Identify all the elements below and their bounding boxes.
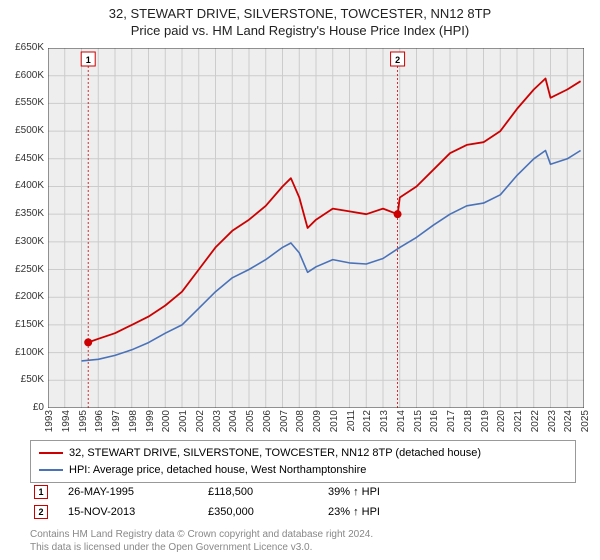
x-tick-label: 2024: [563, 410, 574, 438]
x-tick-label: 2017: [446, 410, 457, 438]
sale-price: £118,500: [208, 486, 308, 498]
legend-item: HPI: Average price, detached house, West…: [39, 462, 567, 479]
x-tick-label: 2023: [547, 410, 558, 438]
y-tick-label: £400K: [0, 180, 44, 191]
x-tick-label: 1994: [61, 410, 72, 438]
sale-pct: 39% ↑ HPI: [328, 486, 448, 498]
x-tick-label: 2007: [279, 410, 290, 438]
legend-item: 32, STEWART DRIVE, SILVERSTONE, TOWCESTE…: [39, 445, 567, 462]
y-tick-label: £500K: [0, 125, 44, 136]
attribution-line1: Contains HM Land Registry data © Crown c…: [30, 528, 576, 541]
y-tick-label: £250K: [0, 264, 44, 275]
x-tick-label: 2016: [429, 410, 440, 438]
y-tick-label: £200K: [0, 291, 44, 302]
title-line2: Price paid vs. HM Land Registry's House …: [0, 23, 600, 38]
sale-marker: 2: [34, 505, 48, 519]
y-tick-label: £100K: [0, 347, 44, 358]
x-tick-label: 1996: [94, 410, 105, 438]
sale-row: 1 26-MAY-1995 £118,500 39% ↑ HPI: [30, 482, 576, 502]
y-tick-label: £350K: [0, 208, 44, 219]
x-tick-label: 2003: [212, 410, 223, 438]
x-tick-label: 1997: [111, 410, 122, 438]
y-tick-label: £650K: [0, 42, 44, 53]
x-tick-label: 1993: [44, 410, 55, 438]
attribution: Contains HM Land Registry data © Crown c…: [30, 528, 576, 554]
legend-swatch: [39, 452, 63, 454]
attribution-line2: This data is licensed under the Open Gov…: [30, 541, 576, 554]
x-tick-label: 2002: [195, 410, 206, 438]
svg-text:2: 2: [395, 55, 400, 65]
x-tick-label: 2020: [496, 410, 507, 438]
legend: 32, STEWART DRIVE, SILVERSTONE, TOWCESTE…: [30, 440, 576, 483]
x-tick-label: 2013: [379, 410, 390, 438]
x-tick-label: 2019: [480, 410, 491, 438]
line-chart: 12: [48, 48, 584, 408]
y-tick-label: £50K: [0, 374, 44, 385]
sales-table: 1 26-MAY-1995 £118,500 39% ↑ HPI 2 15-NOV-201…: [30, 482, 576, 522]
x-tick-label: 2009: [312, 410, 323, 438]
x-tick-label: 1999: [145, 410, 156, 438]
x-tick-label: 2001: [178, 410, 189, 438]
legend-label: 32, STEWART DRIVE, SILVERSTONE, TOWCESTE…: [69, 445, 481, 462]
x-tick-label: 2004: [228, 410, 239, 438]
sale-marker: 1: [34, 485, 48, 499]
sale-date: 26-MAY-1995: [68, 486, 188, 498]
x-tick-label: 2006: [262, 410, 273, 438]
x-tick-label: 1995: [78, 410, 89, 438]
title-block: 32, STEWART DRIVE, SILVERSTONE, TOWCESTE…: [0, 0, 600, 42]
x-tick-label: 2000: [161, 410, 172, 438]
title-line1: 32, STEWART DRIVE, SILVERSTONE, TOWCESTE…: [0, 6, 600, 21]
x-tick-label: 2018: [463, 410, 474, 438]
x-tick-label: 2022: [530, 410, 541, 438]
x-tick-label: 2014: [396, 410, 407, 438]
sale-price: £350,000: [208, 506, 308, 518]
sale-pct: 23% ↑ HPI: [328, 506, 448, 518]
x-tick-label: 2021: [513, 410, 524, 438]
y-tick-label: £550K: [0, 97, 44, 108]
svg-text:1: 1: [86, 55, 91, 65]
y-tick-label: £0: [0, 402, 44, 413]
x-tick-label: 2010: [329, 410, 340, 438]
y-tick-label: £300K: [0, 236, 44, 247]
y-tick-label: £450K: [0, 153, 44, 164]
x-tick-label: 2011: [346, 410, 357, 438]
sale-row: 2 15-NOV-2013 £350,000 23% ↑ HPI: [30, 502, 576, 522]
x-tick-label: 2015: [413, 410, 424, 438]
x-tick-label: 2008: [295, 410, 306, 438]
legend-swatch: [39, 469, 63, 471]
sale-date: 15-NOV-2013: [68, 506, 188, 518]
x-tick-label: 2005: [245, 410, 256, 438]
y-tick-label: £150K: [0, 319, 44, 330]
chart-container: 32, STEWART DRIVE, SILVERSTONE, TOWCESTE…: [0, 0, 600, 560]
x-tick-label: 1998: [128, 410, 139, 438]
x-tick-label: 2012: [362, 410, 373, 438]
y-tick-label: £600K: [0, 70, 44, 81]
x-tick-label: 2025: [580, 410, 591, 438]
legend-label: HPI: Average price, detached house, West…: [69, 462, 366, 479]
